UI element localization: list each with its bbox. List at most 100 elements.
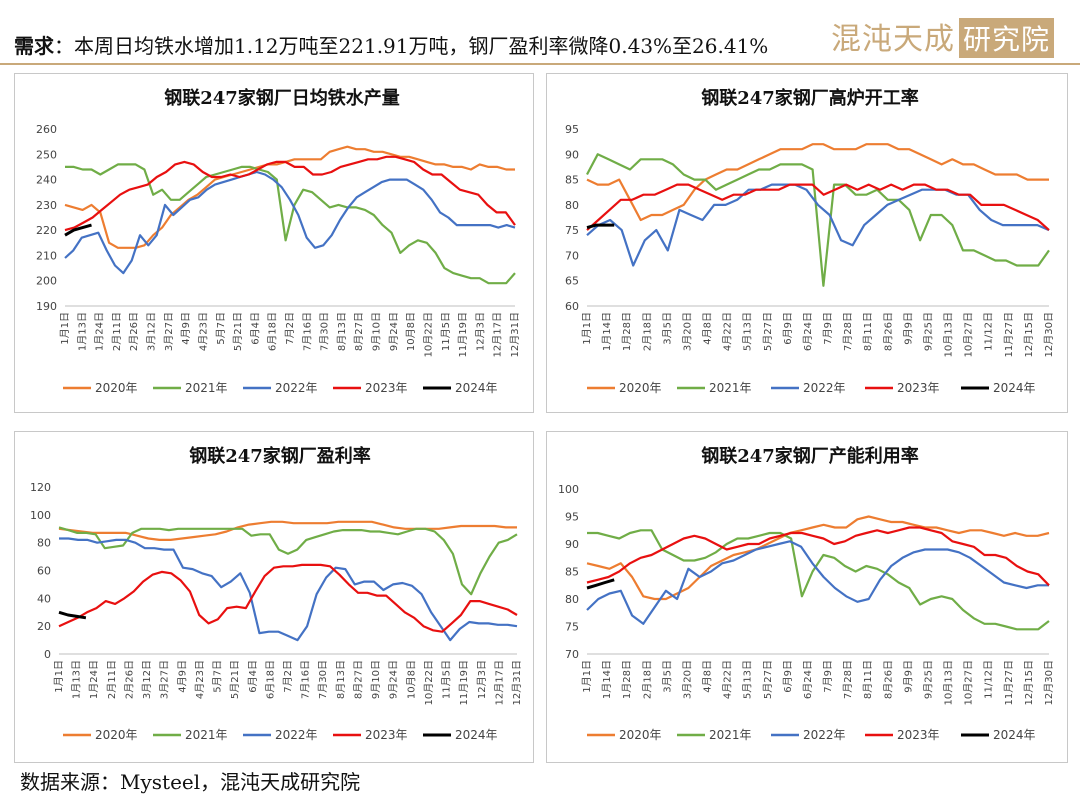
x-tick-label: 3月27日	[163, 312, 175, 351]
x-tick-label: 6月18日	[264, 660, 276, 699]
x-tick-label: 1月14日	[601, 312, 613, 351]
legend-label: 2023年	[365, 381, 408, 395]
x-tick-label: 6月9日	[782, 660, 794, 693]
x-tick-label: 12月15日	[1023, 312, 1035, 357]
y-tick-label: 220	[36, 224, 57, 237]
series-line-2020年	[586, 143, 1049, 222]
x-tick-label: 3月12日	[146, 312, 158, 351]
x-tick-label: 2月18日	[641, 312, 653, 351]
y-tick-label: 95	[565, 511, 579, 524]
x-tick-label: 2月18日	[641, 660, 653, 699]
x-tick-label: 2月11日	[106, 660, 118, 699]
legend-label: 2020年	[619, 381, 662, 395]
x-tick-label: 6月9日	[782, 312, 794, 345]
x-tick-label: 7月28日	[842, 660, 854, 699]
x-tick-label: 12月31日	[509, 312, 521, 357]
chart-blast-furnace-rate: 钢联247家钢厂高炉开工率 60 65 70 75 80 85 90 95 1月1日 1月14日 1月…	[565, 87, 1055, 395]
chart-panel-blast-furnace-rate: 钢联247家钢厂高炉开工率 60 65 70 75 80 85 90 95 1月1日 1月14日 1月…	[546, 73, 1068, 413]
x-tick-label: 7月30日	[317, 660, 329, 699]
page-header: 需求：本周日均铁水增加1.12万吨至221.91万吨，钢厂盈利率微降0.43%至…	[0, 0, 1080, 66]
x-tick-label: 1月1日	[59, 312, 71, 345]
x-tick-label: 7月16日	[301, 312, 313, 351]
y-tick-label: 80	[565, 593, 579, 606]
header-summary: 需求：本周日均铁水增加1.12万吨至221.91万吨，钢厂盈利率微降0.43%至…	[14, 30, 768, 59]
x-tick-label: 1月28日	[621, 312, 633, 351]
legend-label: 2021年	[709, 381, 752, 395]
x-tick-label: 3月20日	[681, 312, 693, 351]
y-tick-label: 60	[565, 300, 579, 313]
chart-title: 钢联247家钢厂日均铁水产量	[164, 87, 400, 109]
chart-panel-iron-output: 钢联247家钢厂日均铁水产量 190 200 210 220 230 240 250 260 1月…	[14, 73, 534, 413]
legend-label: 2021年	[185, 381, 228, 395]
legend-label: 2020年	[95, 381, 138, 395]
x-tick-label: 10月27日	[963, 660, 975, 705]
chart-panel-capacity-utilization: 钢联247家钢厂产能利用率 70 75 80 85 90 95 100 1月1日 1月14日 1月2…	[546, 431, 1068, 763]
x-tick-label: 4月8日	[702, 660, 714, 693]
series-line-2022年	[586, 183, 1050, 267]
chart-title: 钢联247家钢厂产能利用率	[701, 445, 919, 467]
x-tick-label: 5月7日	[212, 660, 224, 693]
legend-label: 2022年	[275, 381, 318, 395]
x-tick-label: 8月13日	[335, 660, 347, 699]
x-tick-label: 12月30日	[1043, 312, 1055, 357]
x-tick-label: 1月24日	[88, 660, 100, 699]
brand-logo: 混沌天成 研究院	[831, 14, 1054, 58]
x-tick-label: 12月3日	[474, 312, 486, 351]
header-divider	[0, 63, 1080, 65]
x-tick-label: 11月19日	[458, 660, 470, 705]
y-tick-label: 230	[36, 199, 57, 212]
series-line-2021年	[586, 153, 1050, 287]
x-tick-label: 11/12日	[984, 312, 995, 351]
x-tick-label: 8月27日	[353, 312, 365, 351]
x-tick-label: 4月22日	[722, 660, 734, 699]
x-tick-label: 4月9日	[176, 660, 188, 693]
chart-title: 钢联247家钢厂盈利率	[189, 445, 371, 467]
x-tick-label: 7月2日	[282, 660, 294, 693]
x-tick-label: 9月9日	[902, 660, 914, 693]
x-tick-label: 8月27日	[352, 660, 364, 699]
y-tick-label: 75	[565, 621, 579, 634]
series-line-2020年	[64, 145, 515, 249]
x-tick-label: 12月17日	[492, 312, 504, 357]
series-line-2024年	[64, 223, 92, 237]
legend-label: 2020年	[95, 728, 138, 742]
legend-label: 2023年	[365, 728, 408, 742]
chart-iron-output: 钢联247家钢厂日均铁水产量 190 200 210 220 230 240 250 260 1月…	[36, 87, 521, 395]
series-line-2023年	[64, 155, 516, 232]
series-line-2023年	[58, 563, 518, 633]
x-tick-label: 12月3日	[476, 660, 488, 699]
x-tick-label: 3月12日	[141, 660, 153, 699]
x-tick-label: 11月27日	[1003, 312, 1015, 357]
x-tick-label: 10月8日	[405, 312, 417, 351]
source-note: 数据来源：Mysteel，混沌天成研究院	[20, 770, 361, 794]
legend-label: 2023年	[897, 381, 940, 395]
x-tick-label: 9月24日	[388, 312, 400, 351]
y-tick-label: 85	[565, 566, 579, 579]
x-tick-label: 11月27日	[1003, 660, 1015, 705]
x-tick-label: 3月5日	[661, 660, 673, 693]
series-line-2020年	[586, 515, 1050, 601]
y-tick-label: 85	[565, 174, 579, 187]
chart-capacity-utilization: 钢联247家钢厂产能利用率 70 75 80 85 90 95 100 1月1日 1月14日 1月2…	[558, 445, 1055, 742]
x-tick-label: 6月24日	[802, 660, 814, 699]
x-tick-label: 2月26日	[128, 312, 140, 351]
x-tick-label: 1月28日	[621, 660, 633, 699]
x-tick-label: 9月25日	[922, 312, 934, 351]
x-tick-label: 6月4日	[247, 660, 259, 693]
x-tick-label: 3月27日	[159, 660, 171, 699]
x-tick-label: 5月13日	[742, 312, 754, 351]
y-tick-label: 60	[37, 565, 51, 578]
series-line-2021年	[65, 163, 516, 285]
y-tick-label: 100	[30, 509, 51, 522]
x-tick-label: 4月9日	[180, 312, 192, 345]
x-tick-label: 12月31日	[511, 660, 523, 705]
legend-label: 2024年	[455, 381, 498, 395]
y-tick-label: 120	[30, 481, 51, 494]
y-tick-label: 20	[37, 620, 51, 633]
x-tick-label: 4月8日	[702, 312, 714, 345]
x-tick-label: 1月1日	[53, 660, 65, 693]
chart-title: 钢联247家钢厂高炉开工率	[701, 87, 919, 109]
x-tick-label: 1月13日	[71, 660, 83, 699]
x-tick-label: 7月30日	[319, 312, 331, 351]
x-tick-label: 4月22日	[722, 312, 734, 351]
